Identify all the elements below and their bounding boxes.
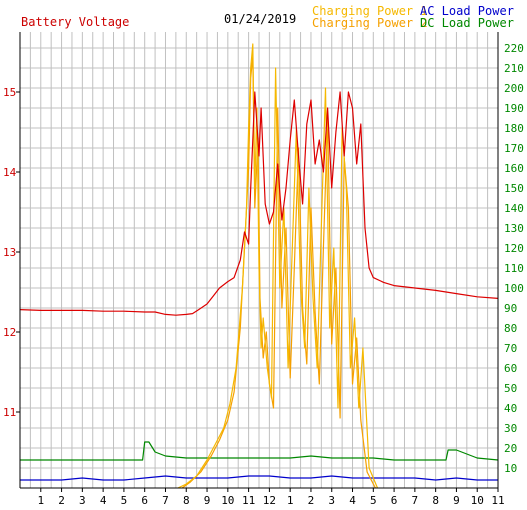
tick-label-x: 4 (100, 494, 107, 507)
tick-label-x: 5 (121, 494, 128, 507)
tick-label-left: 13 (3, 246, 16, 259)
dc-load-power-line (20, 441, 499, 461)
tick-label-right: 10 (504, 462, 517, 475)
chart-date: 01/24/2019 (224, 12, 296, 26)
tick-label-x: 1 (37, 494, 44, 507)
tick-label-x: 11 (242, 494, 255, 507)
tick-label-right: 20 (504, 442, 517, 455)
legend-dc-load-power: DC Load Power (420, 16, 514, 30)
tick-label-right: 190 (504, 102, 524, 115)
tick-label-right: 180 (504, 122, 524, 135)
tick-label-right: 130 (504, 222, 524, 235)
tick-label-x: 2 (58, 494, 65, 507)
tick-label-left: 15 (3, 86, 16, 99)
tick-label-x: 5 (370, 494, 377, 507)
legend-charging-power-2: Charging Power 2 (312, 16, 428, 30)
tick-label-x: 12 (263, 494, 276, 507)
tick-label-right: 80 (504, 322, 517, 335)
tick-label-left: 11 (3, 406, 16, 419)
tick-label-x: 9 (204, 494, 211, 507)
tick-label-x: 3 (328, 494, 335, 507)
ac-load-power-line (20, 475, 498, 481)
tick-label-left: 12 (3, 326, 16, 339)
tick-label-x: 8 (183, 494, 190, 507)
tick-label-x: 7 (162, 494, 169, 507)
tick-label-right: 170 (504, 142, 524, 155)
tick-label-right: 100 (504, 282, 524, 295)
tick-label-right: 150 (504, 182, 524, 195)
tick-label-x: 6 (391, 494, 398, 507)
legend-ac-load-power: AC Load Power (420, 4, 514, 18)
tick-label-x: 2 (308, 494, 315, 507)
tick-label-right: 200 (504, 82, 524, 95)
tick-label-right: 110 (504, 262, 524, 275)
tick-label-right: 210 (504, 62, 524, 75)
tick-label-right: 120 (504, 242, 524, 255)
tick-label-right: 220 (504, 42, 524, 55)
tick-label-x: 9 (453, 494, 460, 507)
legend-charging-power-1: Charging Power 1 (312, 4, 428, 18)
tick-label-x: 8 (432, 494, 439, 507)
tick-label-x: 6 (141, 494, 148, 507)
tick-label-x: 10 (221, 494, 234, 507)
tick-label-x: 1 (287, 494, 294, 507)
tick-label-right: 70 (504, 342, 517, 355)
tick-label-right: 60 (504, 362, 517, 375)
tick-label-x: 10 (471, 494, 484, 507)
tick-label-right: 50 (504, 382, 517, 395)
tick-label-x: 3 (79, 494, 86, 507)
tick-label-left: 14 (3, 166, 17, 179)
tick-label-x: 11 (491, 494, 504, 507)
ylabel-left: Battery Voltage (21, 15, 129, 29)
tick-label-x: 4 (349, 494, 356, 507)
tick-label-right: 90 (504, 302, 517, 315)
charging-power-2-line (181, 55, 376, 489)
tick-label-right: 140 (504, 202, 524, 215)
battery-voltage-line (19, 91, 499, 316)
tick-label-right: 30 (504, 422, 517, 435)
tick-labels: 1112131415102030405060708090100110120130… (3, 42, 524, 507)
tick-label-x: 7 (412, 494, 419, 507)
grid (20, 32, 498, 488)
tick-label-right: 160 (504, 162, 524, 175)
series-lines (19, 43, 499, 489)
axes (16, 32, 499, 492)
tick-label-right: 40 (504, 402, 517, 415)
charging-power-1-line (177, 43, 379, 489)
